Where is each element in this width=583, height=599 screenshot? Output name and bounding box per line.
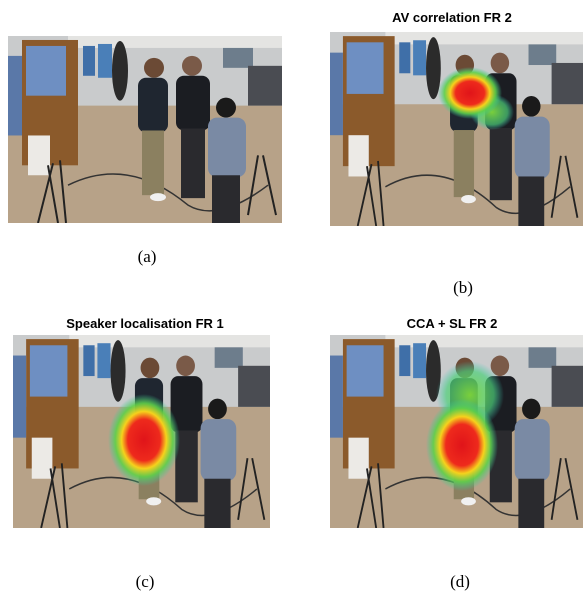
photo <box>330 32 583 249</box>
heatmap <box>108 394 180 486</box>
caption: (d) <box>450 572 470 591</box>
photo <box>8 36 282 245</box>
caption: (b) <box>453 278 473 297</box>
panel-a: (a) <box>8 36 282 266</box>
heatmap <box>426 399 498 491</box>
caption: (a) <box>138 247 157 266</box>
heatmap <box>438 67 502 119</box>
caption: (c) <box>136 572 155 591</box>
panel-b: AV correlation FR 2 (b) <box>330 10 583 297</box>
panel-c: Speaker localisation FR 1 (c) <box>13 316 270 591</box>
panel-title: Speaker localisation FR 1 <box>66 316 224 331</box>
panel-title: CCA + SL FR 2 <box>407 316 498 331</box>
figure: (a) AV correlation FR 2 (b) Speaker loca… <box>0 0 583 599</box>
panel-d: CCA + SL FR 2 (d) <box>330 316 583 591</box>
panel-title: AV correlation FR 2 <box>392 10 512 25</box>
